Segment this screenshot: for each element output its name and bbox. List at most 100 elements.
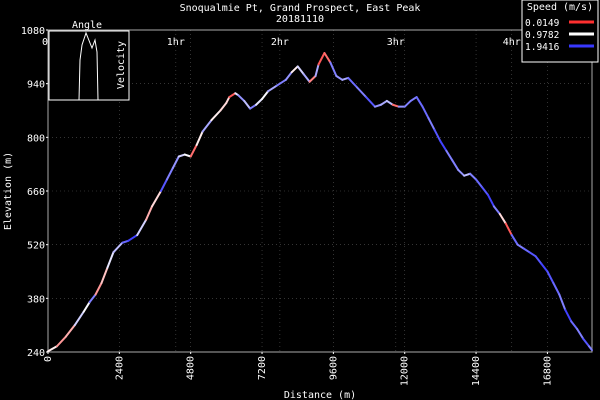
x-tick-label: 4800: [186, 356, 197, 380]
elevation-segment: [457, 168, 466, 177]
y-tick-label: 1080: [21, 26, 45, 37]
elevation-segment: [308, 75, 317, 83]
x-tick-label: 9600: [328, 356, 339, 380]
elevation-segment: [183, 153, 192, 158]
elevation-segment: [94, 282, 103, 296]
x-tick-label: 0: [43, 356, 54, 362]
x-axis-label: Distance (m): [284, 390, 356, 400]
elevation-segment: [373, 103, 382, 108]
legend-title: Speed (m/s): [527, 2, 593, 13]
elevation-segment: [481, 186, 489, 196]
time-tick-label: 3hr: [387, 37, 405, 48]
time-tick-label: 1hr: [167, 37, 185, 48]
elevation-segment: [528, 251, 537, 258]
elevation-segment: [189, 144, 198, 158]
elevation-segment: [317, 52, 326, 66]
elevation-segment: [290, 65, 299, 74]
x-tick-label: 7200: [257, 356, 268, 380]
elevation-segment: [469, 172, 478, 181]
elevation-segment: [82, 301, 91, 313]
x-tick-label: 12000: [400, 356, 411, 386]
elevation-segment: [112, 241, 124, 254]
elevation-segment: [341, 76, 350, 81]
elevation-segment: [210, 109, 222, 122]
elevation-segment: [439, 140, 448, 152]
elevation-segment: [159, 178, 168, 192]
x-tick-label: 16800: [542, 356, 553, 386]
elevation-segment: [302, 73, 311, 83]
elevation-segment: [463, 172, 472, 177]
y-tick-label: 800: [27, 133, 45, 144]
elevation-segment: [534, 255, 543, 265]
elevation-segment: [219, 101, 228, 112]
legend-box: [521, 0, 599, 63]
elevation-segment: [510, 234, 519, 246]
elevation-segment: [558, 293, 567, 311]
elevation-segment: [475, 178, 484, 189]
elevation-segment: [323, 52, 332, 64]
elevation-segment: [570, 320, 579, 330]
legend-entry-label: 0.9782: [525, 30, 559, 41]
y-tick-label: 940: [27, 80, 45, 91]
elevation-segment: [177, 153, 186, 158]
elevation-segment: [552, 282, 561, 296]
legend-entry-label: 1.9416: [525, 42, 560, 53]
elevation-segment: [427, 117, 436, 131]
elevation-segment: [228, 92, 237, 99]
inset-angle-plot: Angle Velocity: [48, 20, 130, 101]
elevation-segment: [576, 328, 585, 340]
y-tick-label: 520: [27, 241, 45, 252]
elevation-segment: [145, 205, 154, 221]
elevation-series: [47, 52, 593, 353]
elevation-segment: [516, 243, 525, 250]
elevation-segment: [582, 337, 591, 348]
elevation-segment: [55, 335, 67, 348]
elevation-segment: [365, 96, 376, 108]
elevation-segment: [433, 128, 442, 143]
elevation-segment: [127, 234, 139, 242]
elevation-segment: [237, 94, 246, 102]
x-tick-label: 14400: [471, 356, 482, 386]
elevation-segment: [255, 98, 264, 106]
y-axis-label: Elevation (m): [3, 152, 14, 230]
elevation-segment: [335, 75, 344, 81]
elevation-segment: [498, 213, 507, 225]
elevation-segment: [243, 99, 252, 110]
y-tick-label: 240: [27, 348, 45, 359]
elevation-segment: [391, 103, 400, 108]
elevation-segment: [492, 205, 501, 215]
elevation-segment: [165, 167, 174, 181]
elevation-segment: [445, 149, 454, 162]
elevation-segment: [504, 222, 513, 237]
elevation-segment: [136, 218, 148, 237]
elevation-segment: [121, 239, 130, 244]
elevation-segment: [409, 96, 418, 102]
inset-velocity-label: Velocity: [116, 41, 127, 89]
chart-subtitle: 20181110: [276, 14, 324, 25]
elevation-segment: [379, 99, 388, 106]
elevation-segment: [106, 251, 115, 269]
elevation-segment: [546, 270, 555, 284]
elevation-segment: [356, 86, 368, 99]
elevation-segment: [171, 155, 180, 169]
legend-entry-label: 0.0149: [525, 18, 560, 29]
elevation-segment: [421, 105, 430, 120]
elevation-segment: [314, 63, 320, 77]
elevation-segment: [151, 190, 162, 208]
elevation-segment: [275, 78, 287, 87]
y-tick-label: 380: [27, 294, 45, 305]
elevation-segment: [100, 266, 109, 284]
elevation-segment: [385, 99, 394, 106]
elevation-segment: [284, 71, 293, 81]
elevation-segment: [195, 130, 204, 146]
elevation-segment: [451, 159, 460, 171]
y-tick-label: 660: [27, 187, 45, 198]
elevation-segment: [261, 90, 269, 100]
y-axis-tick-labels: 240 380 520 660 800 940 1080: [21, 26, 48, 359]
elevation-segment: [225, 96, 231, 104]
elevation-segment: [415, 96, 424, 108]
chart-title: Snoqualmie Pt, Grand Prospect, East Peak: [180, 3, 421, 14]
x-tick-label: 2400: [114, 356, 125, 380]
